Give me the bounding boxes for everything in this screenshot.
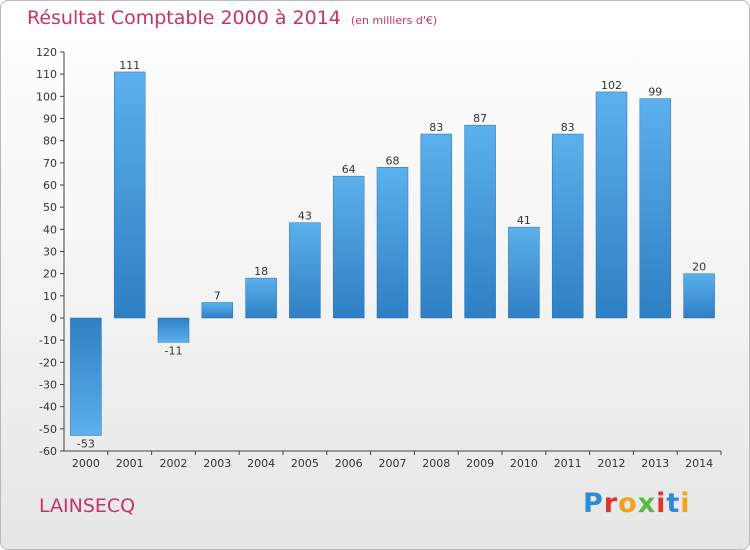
x-tick-label-2000: 2000 — [72, 457, 100, 470]
bar-2009 — [464, 124, 496, 319]
bar-2008 — [420, 133, 453, 319]
x-tick-label-2013: 2013 — [641, 457, 669, 470]
y-tick-label: -30 — [39, 379, 57, 392]
bar-2007 — [376, 167, 409, 319]
x-tick-label-2011: 2011 — [554, 457, 582, 470]
y-tick-label: 90 — [43, 113, 57, 126]
data-label-2005: 43 — [298, 210, 312, 223]
y-tick-label: 70 — [43, 157, 57, 170]
x-tick-label-2007: 2007 — [379, 457, 407, 470]
x-tick-label-2005: 2005 — [291, 457, 319, 470]
bar-2001 — [113, 71, 146, 319]
y-tick-label: 50 — [43, 201, 57, 214]
data-label-2003: 7 — [214, 289, 221, 302]
logo-letter: x — [637, 488, 657, 519]
y-tick-label: 10 — [43, 290, 57, 303]
y-tick-label: -20 — [39, 356, 57, 369]
bar-2000 — [70, 317, 102, 436]
y-tick-label: 30 — [43, 246, 57, 259]
y-tick-label: 60 — [43, 179, 57, 192]
bar-2011 — [551, 133, 584, 319]
data-label-2000: -53 — [77, 437, 95, 450]
bar-2004 — [245, 277, 277, 319]
data-label-2007: 68 — [386, 154, 400, 167]
data-label-2012: 102 — [601, 79, 622, 92]
data-label-2013: 99 — [648, 86, 662, 99]
data-labels: -53 111 -11 7 18 43 64 68 83 87 41 83 102 99 20 — [77, 59, 706, 451]
bar-2002 — [157, 317, 190, 343]
x-tick-label-2009: 2009 — [466, 457, 494, 470]
y-tick-label: -40 — [39, 401, 57, 414]
data-label-2004: 18 — [254, 265, 268, 278]
bar-2003 — [201, 302, 234, 319]
x-tick-label-2001: 2001 — [116, 457, 144, 470]
data-label-2014: 20 — [692, 261, 706, 274]
proxiti-logo: Proxiti — [583, 488, 691, 519]
y-tick-label: -60 — [39, 445, 57, 458]
x-tick-label-2002: 2002 — [160, 457, 188, 470]
axes: 1201101009080706050403020100-10-20-30-40… — [36, 46, 722, 470]
chart-title-text: Résultat Comptable 2000 à 2014 — [27, 7, 341, 29]
x-tick-label-2004: 2004 — [247, 457, 275, 470]
logo-letter: i — [656, 488, 667, 519]
chart-title: Résultat Comptable 2000 à 2014 (en millie… — [27, 7, 437, 29]
logo-letter: i — [680, 488, 691, 519]
data-label-2008: 83 — [429, 121, 443, 134]
y-tick-label: 40 — [43, 223, 57, 236]
x-tick-label-2008: 2008 — [422, 457, 450, 470]
data-label-2006: 64 — [342, 163, 356, 176]
x-tick-label-2012: 2012 — [598, 457, 626, 470]
data-label-2009: 87 — [473, 112, 487, 125]
y-tick-label: 0 — [50, 312, 57, 325]
bar-2005 — [289, 222, 321, 319]
y-tick-label: 110 — [36, 68, 57, 81]
logo-letter: r — [603, 488, 619, 519]
data-label-2002: -11 — [165, 344, 183, 357]
y-tick-label: 120 — [36, 46, 57, 59]
bar-2013 — [639, 98, 672, 319]
y-tick-label: 80 — [43, 135, 57, 148]
bars — [70, 71, 715, 436]
y-tick-label: -50 — [39, 423, 57, 436]
logo-letter: P — [583, 488, 604, 519]
chart-subtitle: (en milliers d'€) — [350, 14, 438, 27]
x-tick-label-2014: 2014 — [685, 457, 713, 470]
x-tick-label-2010: 2010 — [510, 457, 538, 470]
logo-letter: t — [666, 488, 681, 519]
y-tick-label: -10 — [39, 334, 57, 347]
data-label-2001: 111 — [119, 59, 140, 72]
bar-2010 — [508, 226, 540, 319]
logo-letter: o — [618, 488, 638, 519]
x-tick-label-2003: 2003 — [203, 457, 231, 470]
y-tick-label: 100 — [36, 90, 57, 103]
data-label-2010: 41 — [517, 214, 531, 227]
data-label-2011: 83 — [561, 121, 575, 134]
commune-name: LAINSECQ — [39, 495, 136, 517]
y-tick-label: 20 — [43, 268, 57, 281]
bar-2012 — [595, 91, 628, 319]
bar-2006 — [332, 175, 365, 319]
bar-2014 — [683, 273, 715, 319]
x-tick-label-2006: 2006 — [335, 457, 363, 470]
